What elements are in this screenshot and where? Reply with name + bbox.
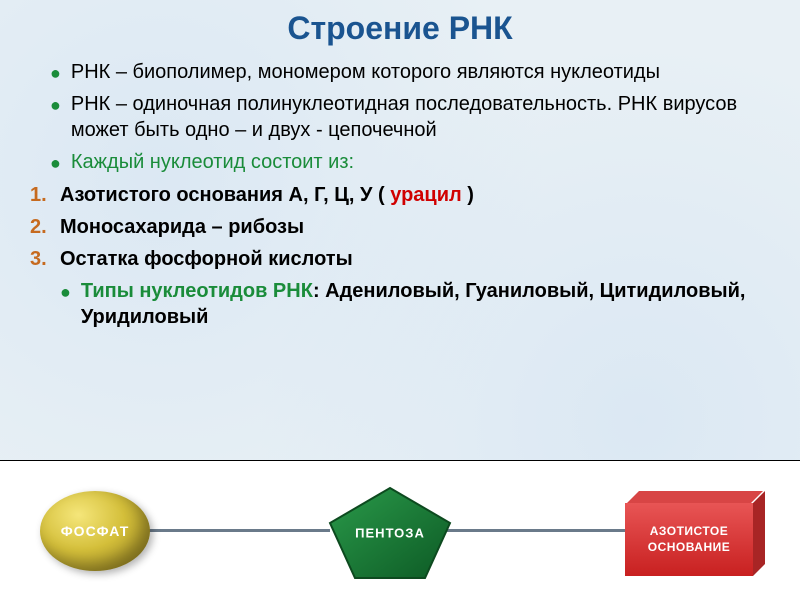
number-marker: 2. — [30, 214, 50, 240]
bullet-text: Типы нуклеотидов РНК: Адениловый, Гуанил… — [81, 278, 770, 330]
bullet-text: Каждый нуклеотид состоит из: — [71, 149, 354, 175]
highlight-text: урацил — [390, 184, 462, 206]
bullet-item: ● Каждый нуклеотид состоит из: — [50, 149, 770, 175]
diagram-area: ФОСФАТ ПЕНТОЗА АЗОТИСТОЕ ОСНОВАНИЕ — [0, 460, 800, 600]
numbered-item: 1. Азотистого основания А, Г, Ц, У ( ура… — [50, 182, 770, 208]
numbered-item: 2. Моносахарида – рибозы — [50, 214, 770, 240]
bullet-marker: ● — [50, 94, 61, 117]
bullet-marker: ● — [50, 62, 61, 85]
cube-label-line2: ОСНОВАНИЕ — [648, 540, 731, 556]
bullet-marker: ● — [60, 281, 71, 304]
numbered-text: Азотистого основания А, Г, Ц, У ( урацил… — [60, 182, 474, 208]
pentagon-label: ПЕНТОЗА — [355, 526, 425, 541]
numbered-text: Остатка фосфорной кислоты — [60, 246, 353, 272]
cube-top-face — [627, 491, 763, 503]
bullet-text: РНК – одиночная полинуклеотидная последо… — [71, 91, 770, 143]
sphere-label: ФОСФАТ — [61, 523, 130, 539]
cube-label-line1: АЗОТИСТОЕ — [650, 524, 729, 540]
number-marker: 1. — [30, 182, 50, 208]
cube-front-face: АЗОТИСТОЕ ОСНОВАНИЕ — [625, 503, 753, 576]
bullet-item: ● РНК – одиночная полинуклеотидная после… — [50, 91, 770, 143]
base-cube: АЗОТИСТОЕ ОСНОВАНИЕ — [625, 491, 765, 576]
number-marker: 3. — [30, 246, 50, 272]
connector-line — [140, 529, 330, 532]
cube-side-face — [753, 491, 765, 576]
text-prefix: Азотистого основания А, Г, Ц, У ( — [60, 184, 390, 206]
nucleotide-diagram: ФОСФАТ ПЕНТОЗА АЗОТИСТОЕ ОСНОВАНИЕ — [0, 461, 800, 600]
bullet-item: ● Типы нуклеотидов РНК: Адениловый, Гуан… — [50, 278, 770, 330]
connector-line — [445, 529, 635, 532]
green-prefix: Типы нуклеотидов РНК — [81, 280, 313, 302]
phosphate-sphere: ФОСФАТ — [40, 491, 150, 571]
bullet-item: ● РНК – биополимер, мономером которого я… — [50, 59, 770, 85]
numbered-text: Моносахарида – рибозы — [60, 214, 304, 240]
text-suffix: ) — [462, 184, 474, 206]
content-area: ● РНК – биополимер, мономером которого я… — [30, 59, 770, 330]
bullet-marker: ● — [50, 152, 61, 175]
slide-title: Строение РНК — [30, 10, 770, 47]
numbered-item: 3. Остатка фосфорной кислоты — [50, 246, 770, 272]
pentose-pentagon: ПЕНТОЗА — [325, 483, 455, 583]
bullet-text: РНК – биополимер, мономером которого явл… — [71, 59, 660, 85]
